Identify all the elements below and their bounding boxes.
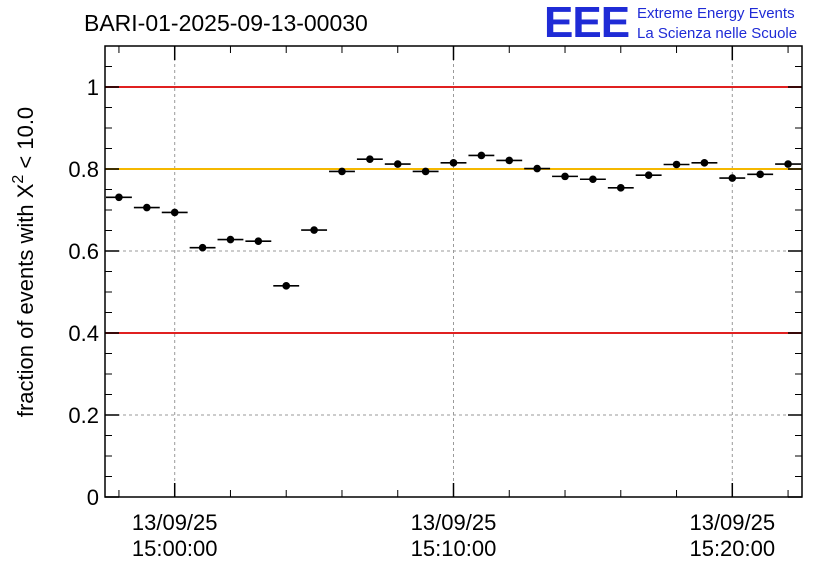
data-point xyxy=(338,167,346,176)
logo-tagline-2: La Scienza nelle Scuole xyxy=(637,25,798,42)
data-point xyxy=(366,155,374,163)
axes: 00.20.40.60.8113/09/2515:00:0013/09/2515… xyxy=(68,46,802,561)
data-point xyxy=(644,171,653,179)
y-tick-label: 0.4 xyxy=(68,321,99,346)
data-point xyxy=(393,160,402,168)
y-tick-label: 0.2 xyxy=(68,403,99,428)
data-point xyxy=(254,237,263,245)
logo-letters: EEE xyxy=(544,0,630,47)
data-point xyxy=(589,175,597,184)
y-tick-label: 0.8 xyxy=(68,157,99,182)
data-point xyxy=(728,174,737,182)
data-point xyxy=(421,167,430,176)
data-points xyxy=(106,151,801,290)
data-point xyxy=(310,226,318,234)
x-tick-label-date: 13/09/25 xyxy=(132,510,218,535)
data-point xyxy=(143,203,151,212)
y-tick-label: 0.6 xyxy=(68,239,99,264)
eee-logo: EEE Extreme Energy Events La Scienza nel… xyxy=(544,0,834,47)
data-point xyxy=(449,159,458,167)
reference-lines xyxy=(105,86,802,334)
data-point xyxy=(477,151,486,160)
data-point xyxy=(672,160,681,169)
data-point xyxy=(561,172,569,181)
grid-lines xyxy=(105,46,802,497)
data-point xyxy=(505,156,514,165)
y-axis-label-tail: < 10.0 xyxy=(13,107,38,175)
data-point xyxy=(170,208,179,217)
data-point xyxy=(700,159,709,167)
x-tick-label-time: 15:10:00 xyxy=(411,536,497,561)
data-point xyxy=(616,184,625,192)
y-tick-label: 0 xyxy=(87,485,99,510)
data-point xyxy=(282,282,291,290)
y-axis-label-sup: 2 xyxy=(10,175,27,184)
data-point xyxy=(533,164,541,173)
y-tick-label: 1 xyxy=(87,75,99,100)
data-point xyxy=(115,193,123,202)
x-tick-label-date: 13/09/25 xyxy=(411,510,497,535)
x-tick-label-time: 15:20:00 xyxy=(689,536,775,561)
y-axis-label-main: fraction of events with X xyxy=(13,183,38,417)
y-axis-label: fraction of events with X2 < 10.0 xyxy=(10,107,38,417)
x-tick-label-time: 15:00:00 xyxy=(132,536,218,561)
data-point xyxy=(756,170,764,179)
data-point xyxy=(198,243,207,252)
chart-title: BARI-01-2025-09-13-00030 xyxy=(84,10,368,36)
data-point xyxy=(226,235,235,244)
x-tick-label-date: 13/09/25 xyxy=(689,510,775,535)
logo-tagline-1: Extreme Energy Events xyxy=(637,5,795,22)
data-point xyxy=(784,160,792,168)
